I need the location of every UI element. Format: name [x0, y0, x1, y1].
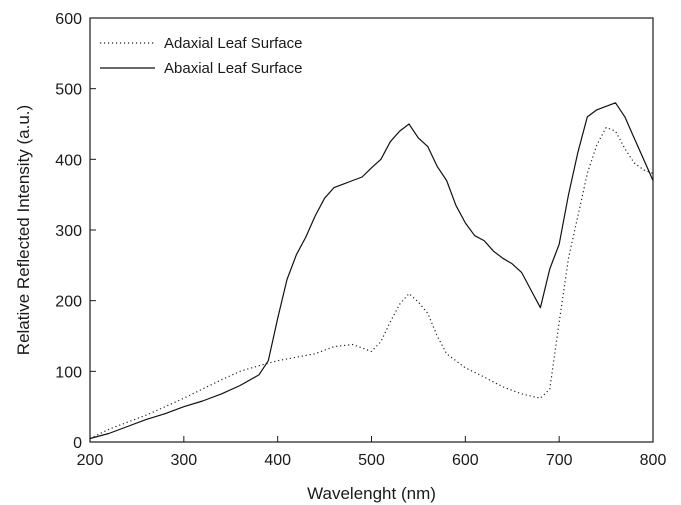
- x-tick-label: 800: [640, 452, 667, 469]
- x-tick-label: 300: [170, 452, 197, 469]
- y-tick-label: 100: [55, 364, 82, 381]
- series-layer: [89, 102, 654, 440]
- legend-label-adaxial: Adaxial Leaf Surface: [164, 35, 302, 52]
- legend-label-abaxial: Abaxial Leaf Surface: [164, 60, 302, 77]
- x-axis-ticks: 200 300 400 500 600 700 800: [77, 436, 667, 469]
- y-tick-label: 500: [55, 82, 82, 99]
- x-tick-label: 500: [358, 452, 385, 469]
- plot-frame: [89, 17, 654, 443]
- y-tick-label: 300: [55, 223, 82, 240]
- y-axis-title: Relative Reflected Intensity (a.u.): [14, 105, 33, 355]
- y-tick-label: 400: [55, 152, 82, 169]
- x-tick-label: 200: [77, 452, 104, 469]
- x-tick-label: 400: [264, 452, 291, 469]
- y-tick-label: 200: [55, 294, 82, 311]
- series-line-adaxial: [89, 126, 654, 440]
- x-tick-label: 600: [452, 452, 479, 469]
- legend: Adaxial Leaf Surface Abaxial Leaf Surfac…: [100, 35, 302, 77]
- x-tick-label: 700: [546, 452, 573, 469]
- y-tick-label: 0: [73, 435, 82, 452]
- x-axis-title: Wavelenght (nm): [307, 484, 436, 503]
- y-axis-ticks: 0 100 200 300 400 500 600: [55, 11, 96, 452]
- y-tick-label: 600: [55, 11, 82, 28]
- series-line-abaxial: [89, 102, 654, 440]
